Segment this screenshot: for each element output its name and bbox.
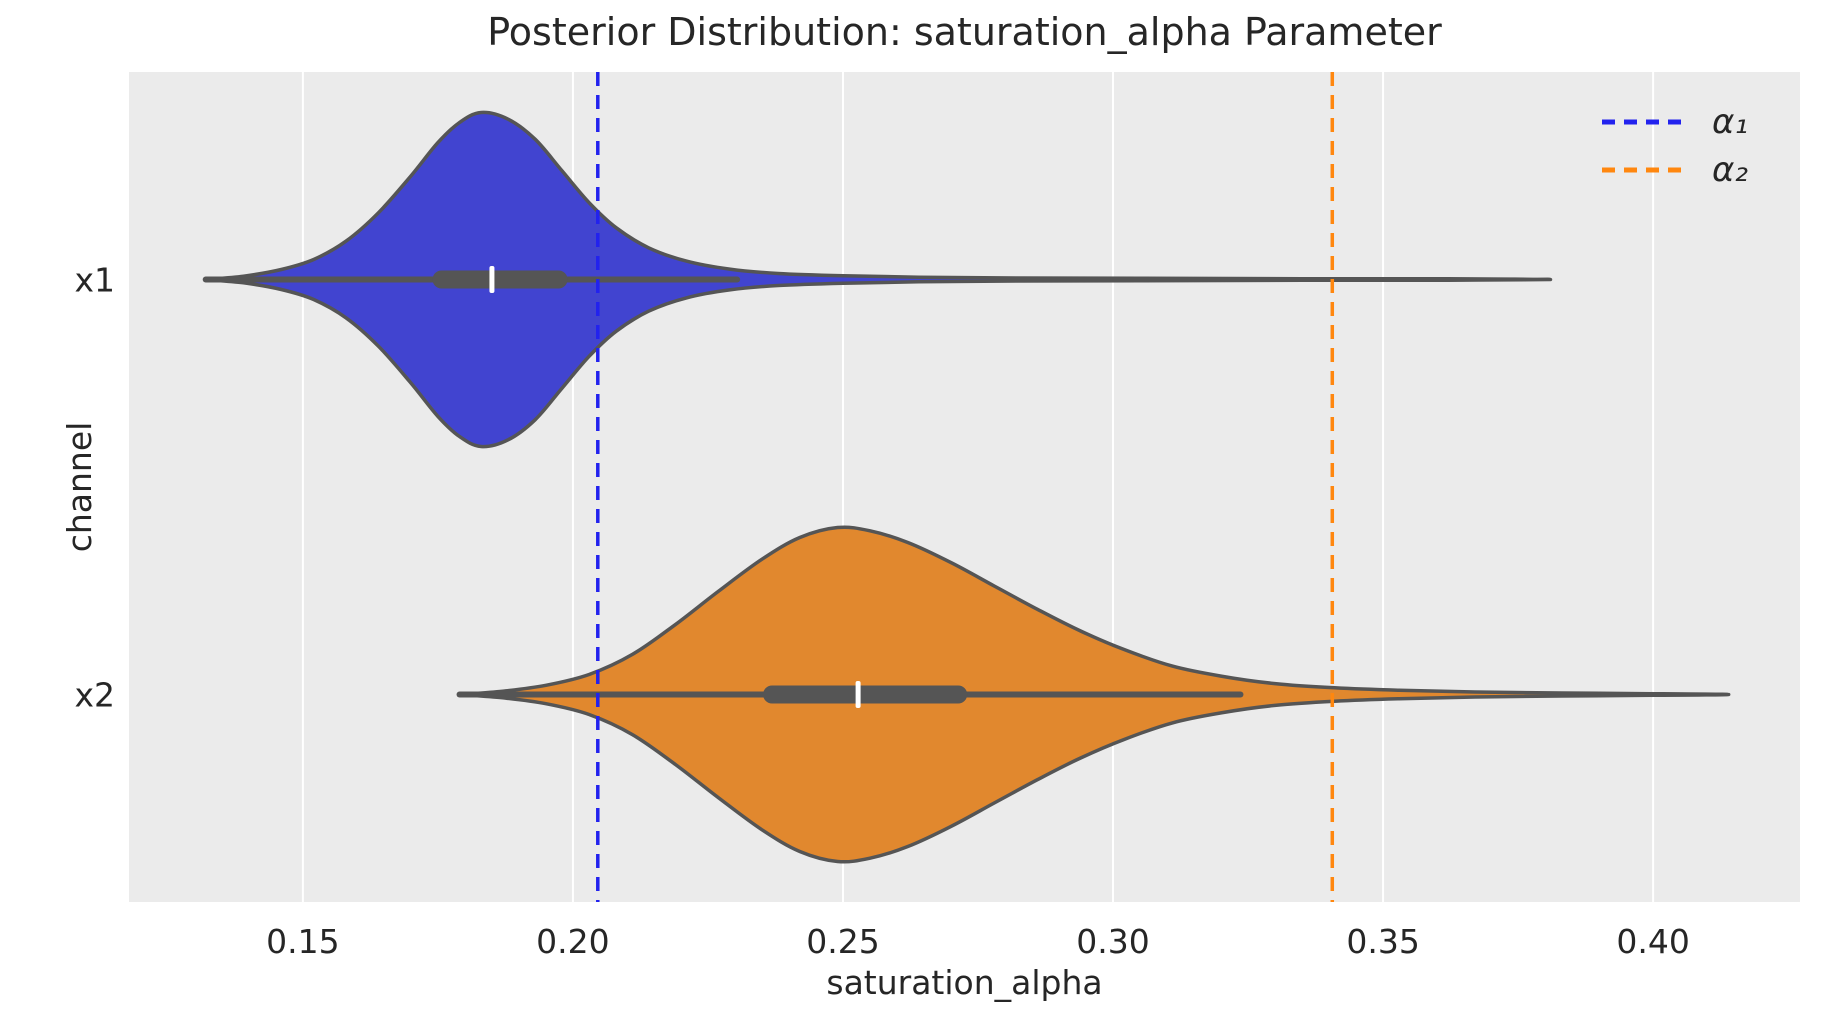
legend-line-sample xyxy=(1602,119,1682,125)
legend-line-sample xyxy=(1602,167,1682,173)
violin-x1 xyxy=(203,110,1553,449)
x-tick-label: 0.40 xyxy=(1616,922,1690,961)
x-axis-label: saturation_alpha xyxy=(826,963,1103,1002)
y-tick-label-x1: x1 xyxy=(74,260,115,299)
median-tick-x2 xyxy=(855,681,861,708)
x-tick-label: 0.15 xyxy=(266,922,340,961)
iqr-box-x2 xyxy=(763,685,968,704)
x-tick-label: 0.20 xyxy=(536,922,610,961)
legend: α₁ α₂ xyxy=(1600,98,1748,194)
median-tick-x1 xyxy=(489,266,495,293)
legend-item-alpha2: α₂ xyxy=(1600,146,1748,194)
x-tick-label: 0.25 xyxy=(806,922,880,961)
x-tick-label: 0.30 xyxy=(1076,922,1150,961)
legend-item-alpha1: α₁ xyxy=(1600,98,1748,146)
iqr-box-x1 xyxy=(432,270,568,289)
legend-label: α₁ xyxy=(1712,102,1749,142)
y-axis-label: channel xyxy=(59,421,99,553)
legend-label: α₂ xyxy=(1712,150,1749,190)
x-tick-label: 0.35 xyxy=(1346,922,1420,961)
y-tick-label-x2: x2 xyxy=(74,675,115,714)
chart-title: Posterior Distribution: saturation_alpha… xyxy=(487,10,1442,54)
